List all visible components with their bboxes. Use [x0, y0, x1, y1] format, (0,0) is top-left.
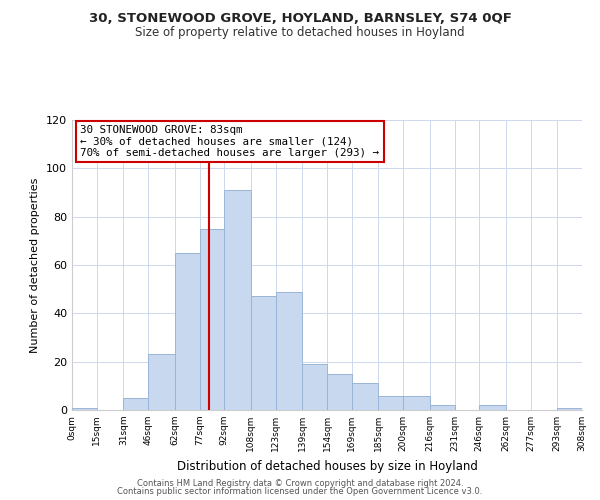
- Text: Contains public sector information licensed under the Open Government Licence v3: Contains public sector information licen…: [118, 488, 482, 496]
- Bar: [199, 229, 224, 410]
- Y-axis label: Number of detached properties: Number of detached properties: [31, 178, 40, 352]
- Bar: [379, 396, 403, 410]
- Bar: [275, 292, 302, 410]
- Bar: [302, 364, 327, 410]
- Bar: [327, 374, 352, 410]
- Bar: [251, 296, 275, 410]
- Text: 30, STONEWOOD GROVE, HOYLAND, BARNSLEY, S74 0QF: 30, STONEWOOD GROVE, HOYLAND, BARNSLEY, …: [89, 12, 511, 26]
- Bar: [479, 405, 506, 410]
- X-axis label: Distribution of detached houses by size in Hoyland: Distribution of detached houses by size …: [176, 460, 478, 472]
- Bar: [557, 408, 582, 410]
- Bar: [148, 354, 175, 410]
- Text: Size of property relative to detached houses in Hoyland: Size of property relative to detached ho…: [135, 26, 465, 39]
- Bar: [124, 398, 148, 410]
- Bar: [430, 405, 455, 410]
- Bar: [224, 190, 251, 410]
- Text: 30 STONEWOOD GROVE: 83sqm
← 30% of detached houses are smaller (124)
70% of semi: 30 STONEWOOD GROVE: 83sqm ← 30% of detac…: [80, 125, 379, 158]
- Bar: [175, 253, 199, 410]
- Bar: [352, 384, 379, 410]
- Bar: [72, 408, 97, 410]
- Text: Contains HM Land Registry data © Crown copyright and database right 2024.: Contains HM Land Registry data © Crown c…: [137, 478, 463, 488]
- Bar: [403, 396, 430, 410]
